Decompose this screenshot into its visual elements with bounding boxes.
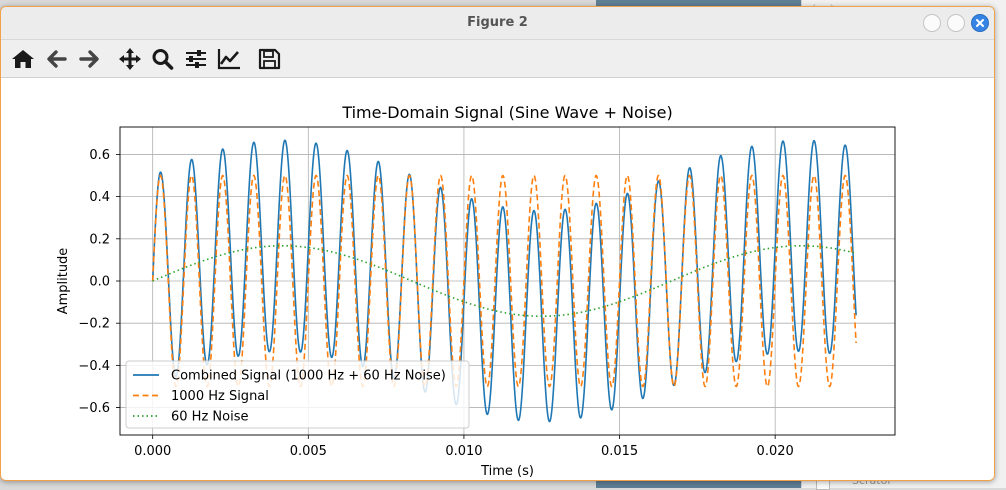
chart-title: Time-Domain Signal (Sine Wave + Noise) xyxy=(341,103,672,122)
series-line-2 xyxy=(152,244,857,318)
legend-label-0: Combined Signal (1000 Hz + 60 Hz Noise) xyxy=(171,369,446,384)
x-axis-label: Time (s) xyxy=(480,464,534,479)
y-tick-label: −0.6 xyxy=(78,401,110,416)
x-tick-label: 0.020 xyxy=(757,444,794,459)
subplots-icon xyxy=(186,50,206,68)
figure-window: Figure 2 xyxy=(0,6,995,481)
navigation-toolbar xyxy=(1,40,994,78)
legend-box xyxy=(125,360,470,429)
background-window-strip-bottom xyxy=(596,480,801,488)
zoom-button[interactable] xyxy=(150,47,176,71)
back-button[interactable] xyxy=(44,47,70,71)
legend-label-1: 1000 Hz Signal xyxy=(171,389,269,404)
y-tick-label: 0.2 xyxy=(89,232,110,247)
back-arrow-icon xyxy=(47,50,67,68)
close-button[interactable] xyxy=(971,14,989,32)
y-tick-label: 0.6 xyxy=(89,148,110,163)
home-icon xyxy=(12,50,34,68)
series-line-0 xyxy=(151,139,857,423)
edit-axis-button[interactable] xyxy=(216,47,242,71)
forward-button[interactable] xyxy=(76,47,102,71)
home-button[interactable] xyxy=(10,47,36,71)
zoom-icon xyxy=(152,49,174,70)
y-tick-label: 0.0 xyxy=(89,275,110,290)
edit-axis-icon xyxy=(217,49,240,70)
plot-canvas[interactable]: 0.000 0.005 0.010 0.015 0.020 −0.6 −0.4 −0.2 0.0… xyxy=(1,78,994,480)
pan-icon xyxy=(119,48,141,70)
forward-arrow-icon xyxy=(79,50,99,68)
y-tick-label: 0.4 xyxy=(89,190,110,205)
y-tick-label: −0.4 xyxy=(78,359,110,374)
pan-button[interactable] xyxy=(117,47,143,71)
time-domain-chart: 0.000 0.005 0.010 0.015 0.020 −0.6 −0.4 −0.2 0.0… xyxy=(56,103,896,479)
x-tick-label: 0.015 xyxy=(601,444,638,459)
close-icon xyxy=(976,19,984,27)
x-tick-label: 0.005 xyxy=(290,444,327,459)
y-tick-label: −0.2 xyxy=(78,317,110,332)
save-button[interactable] xyxy=(256,47,282,71)
y-axis-label: Amplitude xyxy=(56,248,71,315)
x-tick-label: 0.010 xyxy=(445,444,482,459)
title-bar[interactable]: Figure 2 xyxy=(1,7,994,40)
maximize-button[interactable] xyxy=(947,14,965,32)
save-icon xyxy=(258,48,281,70)
window-title: Figure 2 xyxy=(467,15,528,30)
x-tick-label: 0.000 xyxy=(134,444,171,459)
legend-label-2: 60 Hz Noise xyxy=(171,410,248,425)
background-window-strip xyxy=(596,0,801,6)
minimize-button[interactable] xyxy=(923,14,941,32)
configure-subplots-button[interactable] xyxy=(183,47,209,71)
